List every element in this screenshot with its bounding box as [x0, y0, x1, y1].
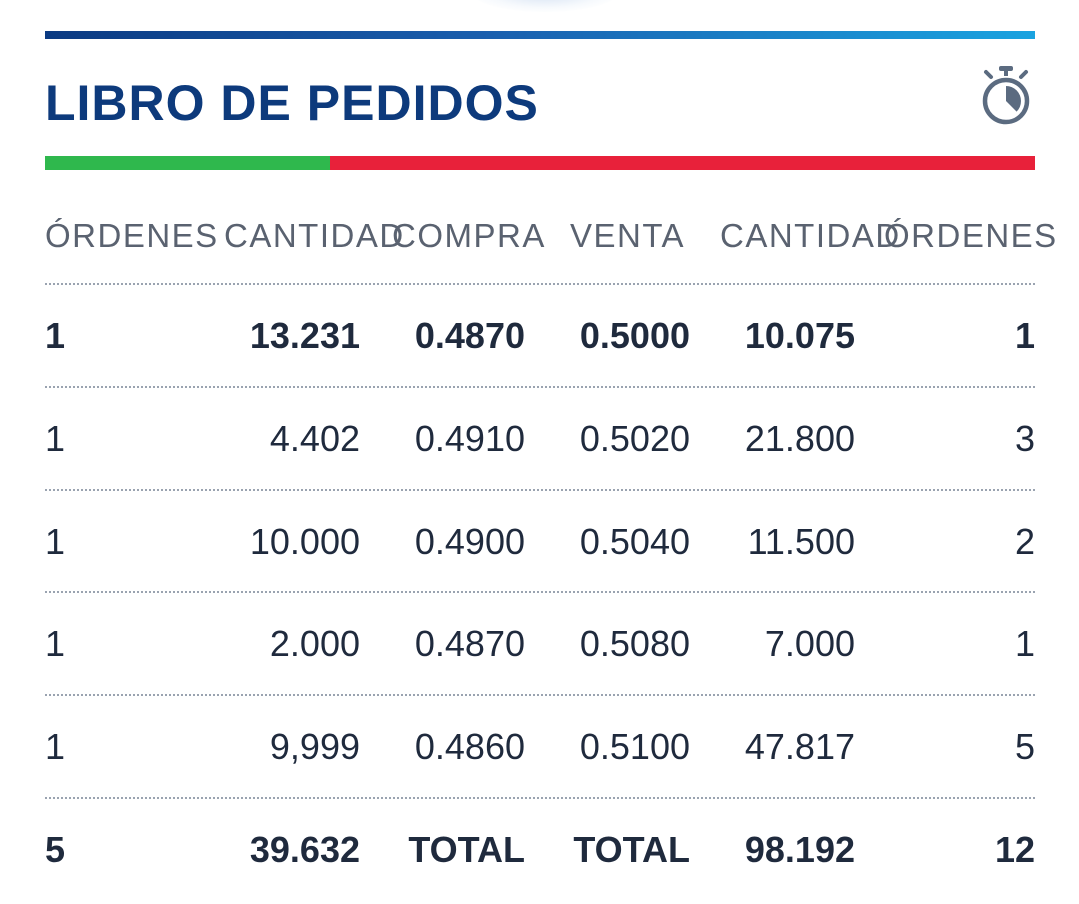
header-ask-orders: ÓRDENES [884, 217, 1058, 254]
row-divider [45, 797, 1035, 799]
top-glow-decoration [470, 0, 620, 12]
buy-price-cell: 0.4870 [414, 623, 525, 664]
total-ask-orders: 12 [994, 829, 1035, 870]
ask-quantity-cell: 21.800 [744, 418, 855, 459]
buy-price-cell: 0.4910 [414, 418, 525, 459]
total-bid-quantity: 39.632 [249, 829, 360, 870]
row-divider [45, 386, 1035, 388]
total-buy-label: TOTAL [408, 829, 525, 870]
buy-price-cell: 0.4870 [414, 315, 525, 356]
total-sell-label: TOTAL [573, 829, 690, 870]
table-row[interactable]: 1 9,999 0.4860 0.5100 47.817 5 [0, 717, 1079, 777]
header-bid-quantity: CANTIDAD [224, 217, 405, 254]
bid-quantity-cell: 10.000 [249, 521, 360, 562]
bid-quantity-cell: 13.231 [249, 315, 360, 356]
bid-quantity-cell: 2.000 [269, 623, 360, 664]
sell-price-cell: 0.5000 [579, 315, 690, 356]
ask-quantity-cell: 11.500 [747, 521, 855, 562]
header-sell-price: VENTA [570, 217, 686, 254]
bid-orders-cell: 1 [45, 521, 66, 562]
header-buy-price: COMPRA [392, 217, 546, 254]
ask-quantity-cell: 47.817 [744, 726, 855, 767]
buy-price-cell: 0.4900 [414, 521, 525, 562]
bid-quantity-cell: 4.402 [269, 418, 360, 459]
table-row[interactable]: 1 13.231 0.4870 0.5000 10.075 1 [0, 306, 1079, 366]
buy-ratio-segment [45, 156, 331, 170]
ask-quantity-cell: 10.075 [744, 315, 855, 356]
bid-orders-cell: 1 [45, 418, 66, 459]
ask-orders-cell: 2 [1014, 521, 1035, 562]
total-ask-quantity: 98.192 [744, 829, 855, 870]
row-divider [45, 283, 1035, 285]
bid-orders-cell: 1 [45, 315, 66, 356]
ask-orders-cell: 3 [1014, 418, 1035, 459]
sell-price-cell: 0.5080 [579, 623, 690, 664]
stopwatch-button[interactable] [978, 64, 1034, 128]
totals-row: 5 39.632 TOTAL TOTAL 98.192 12 [0, 820, 1079, 880]
stopwatch-icon [982, 66, 1030, 125]
total-bid-orders: 5 [45, 829, 66, 870]
sell-price-cell: 0.5100 [579, 726, 690, 767]
bid-orders-cell: 1 [45, 623, 66, 664]
header-ask-quantity: CANTIDAD [720, 217, 901, 254]
row-divider [45, 489, 1035, 491]
table-row[interactable]: 1 2.000 0.4870 0.5080 7.000 1 [0, 614, 1079, 674]
sell-price-cell: 0.5040 [579, 521, 690, 562]
sell-price-cell: 0.5020 [579, 418, 690, 459]
ask-orders-cell: 1 [1014, 623, 1035, 664]
row-divider [45, 591, 1035, 593]
buy-sell-ratio-bar [45, 156, 1035, 170]
table-row[interactable]: 1 4.402 0.4910 0.5020 21.800 3 [0, 409, 1079, 469]
bid-quantity-cell: 9,999 [269, 726, 360, 767]
top-accent-rule [45, 31, 1035, 39]
table-row[interactable]: 1 10.000 0.4900 0.5040 11.500 2 [0, 512, 1079, 572]
ask-orders-cell: 1 [1014, 315, 1035, 356]
header-bid-orders: ÓRDENES [45, 217, 219, 254]
ask-quantity-cell: 7.000 [764, 623, 855, 664]
row-divider [45, 694, 1035, 696]
page-title: LIBRO DE PEDIDOS [45, 75, 539, 131]
bid-orders-cell: 1 [45, 726, 66, 767]
sell-ratio-segment [330, 156, 1035, 170]
buy-price-cell: 0.4860 [414, 726, 525, 767]
ask-orders-cell: 5 [1014, 726, 1035, 767]
